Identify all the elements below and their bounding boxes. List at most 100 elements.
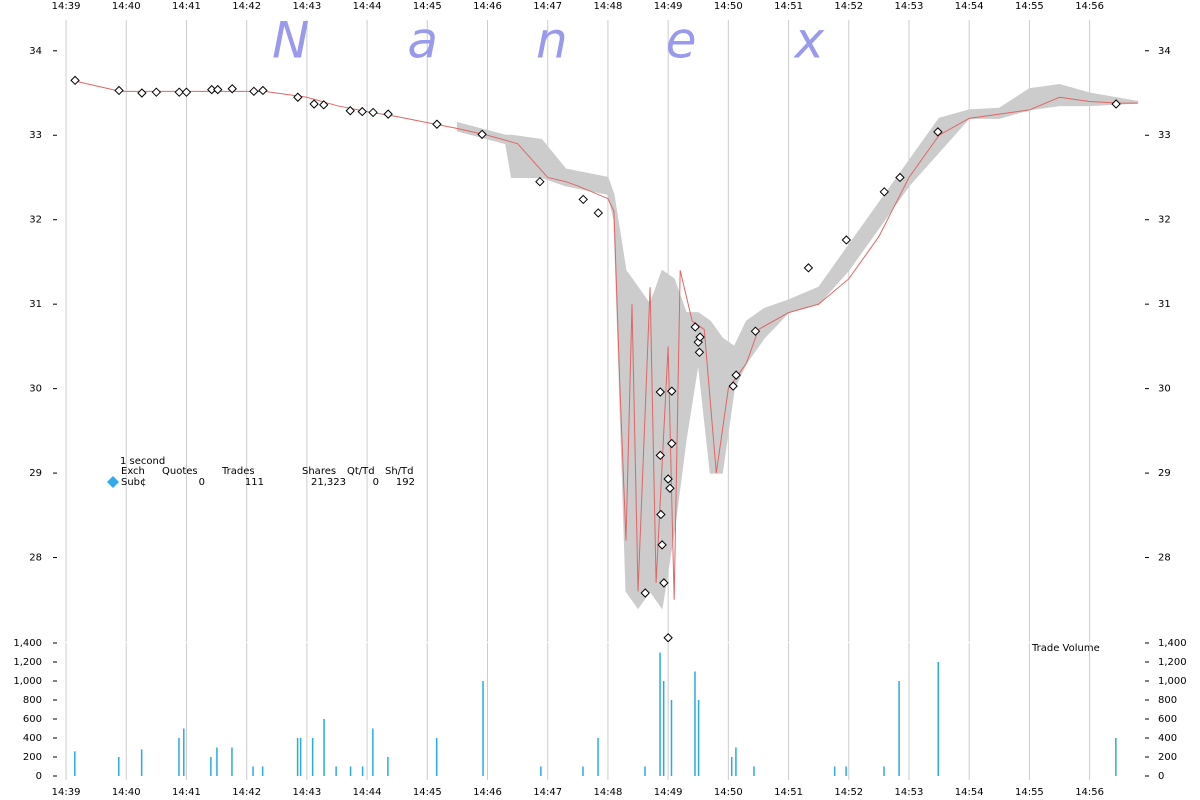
volume-bar [1115, 738, 1117, 776]
volume-bar [335, 766, 337, 776]
quote-marker [731, 370, 741, 380]
y-tick-label: 32 [1158, 215, 1171, 226]
volume-bar [323, 719, 325, 776]
y-tick-label: 28 [29, 553, 42, 564]
quote-marker [665, 483, 675, 493]
x-tick-label: 14:50 [714, 1, 743, 12]
quote-marker [663, 633, 673, 643]
x-tick-label: 14:52 [834, 787, 863, 798]
y-tick-label: 1,200 [13, 657, 42, 668]
volume-bar [883, 766, 885, 776]
x-tick-label: 14:45 [413, 1, 442, 12]
y-tick-label: 29 [29, 468, 42, 479]
volume-bar [898, 681, 900, 776]
y-tick-label: 32 [29, 215, 42, 226]
y-tick-label: 1,400 [13, 638, 42, 649]
quote-marker [750, 326, 761, 336]
info-cell: 21,323 [311, 477, 346, 488]
volume-bar [372, 728, 374, 776]
volume-bar [435, 738, 438, 776]
quote-marker [535, 176, 545, 187]
quote-marker [345, 106, 355, 116]
quote-marker [309, 99, 319, 109]
volume-bar [361, 766, 364, 776]
y-tick-label: 34 [1158, 46, 1171, 57]
info-cell: 0 [373, 477, 379, 488]
x-tick-label: 14:53 [895, 787, 924, 798]
quote-marker [659, 578, 669, 588]
quote-marker [1111, 99, 1121, 109]
x-tick-label: 14:43 [292, 787, 321, 798]
trade-line [71, 79, 1138, 600]
quote-marker [656, 509, 666, 520]
x-tick-label: 14:47 [533, 787, 562, 798]
quote-marker [432, 119, 442, 129]
volume-bar [387, 757, 389, 776]
quote-marker [114, 85, 124, 96]
x-tick-label: 14:52 [834, 1, 863, 12]
quote-marker [841, 235, 852, 245]
volume-bar [659, 652, 661, 776]
quote-marker [667, 438, 677, 449]
quote-marker [667, 386, 677, 396]
quote-marker [663, 474, 673, 484]
x-tick-label: 14:55 [1015, 1, 1044, 12]
y-tick-label: 400 [1158, 733, 1177, 744]
quote-marker [640, 588, 650, 598]
x-tick-label: 14:54 [955, 1, 984, 12]
y-tick-label: 800 [23, 695, 42, 706]
y-tick-label: 30 [1158, 384, 1171, 395]
volume-bar [694, 671, 696, 776]
y-tick-label: 200 [23, 752, 42, 763]
volume-bar [118, 757, 120, 776]
info-header: Sh/Td [385, 466, 414, 477]
volume-bar [662, 681, 665, 776]
quote-marker [895, 172, 905, 183]
quote-marker [70, 75, 80, 86]
volume-bar [216, 747, 218, 776]
y-tick-label: 33 [29, 130, 42, 141]
quote-marker [137, 88, 147, 98]
y-tick-label: 600 [1158, 714, 1177, 725]
x-tick-label: 14:40 [112, 1, 141, 12]
y-tick-label: 400 [23, 733, 42, 744]
volume-bar [644, 766, 646, 776]
x-tick-label: 14:54 [955, 787, 984, 798]
quote-marker [151, 87, 162, 97]
y-tick-label: 1,000 [13, 676, 42, 687]
volume-bar [845, 766, 847, 776]
info-cell: 192 [396, 477, 415, 488]
volume-bar [231, 747, 233, 776]
volume-title: Trade Volume [1031, 643, 1100, 654]
x-tick-label: 14:44 [353, 787, 382, 798]
info-header: Quotes [162, 466, 198, 477]
volume-bar [311, 738, 314, 776]
x-tick-label: 14:44 [353, 1, 382, 12]
volume-bar [261, 766, 264, 776]
x-tick-label: 14:43 [292, 1, 321, 12]
y-tick-label: 29 [1158, 468, 1171, 479]
y-tick-label: 30 [29, 384, 42, 395]
volume-bar [582, 766, 584, 776]
info-header: Trades [221, 466, 255, 477]
quote-marker [227, 84, 237, 94]
quote-marker [657, 540, 667, 550]
volume-bar [540, 766, 542, 776]
x-tick-label: 14:41 [172, 787, 201, 798]
quote-marker [477, 129, 487, 140]
x-tick-label: 14:49 [654, 1, 683, 12]
quote-marker [357, 106, 367, 117]
info-cell: Sub¢ [121, 477, 146, 488]
quote-marker [258, 85, 268, 96]
quote-marker [174, 87, 184, 97]
x-tick-label: 14:48 [594, 1, 623, 12]
volume-bar [252, 766, 254, 776]
info-cell: 0 [199, 477, 205, 488]
quote-marker [655, 450, 666, 461]
info-marker [107, 476, 119, 488]
x-tick-label: 14:48 [594, 787, 623, 798]
x-tick-label: 14:39 [52, 787, 81, 798]
volume-bar [597, 738, 599, 776]
x-tick-label: 14:49 [654, 787, 683, 798]
x-tick-label: 14:55 [1015, 787, 1044, 798]
